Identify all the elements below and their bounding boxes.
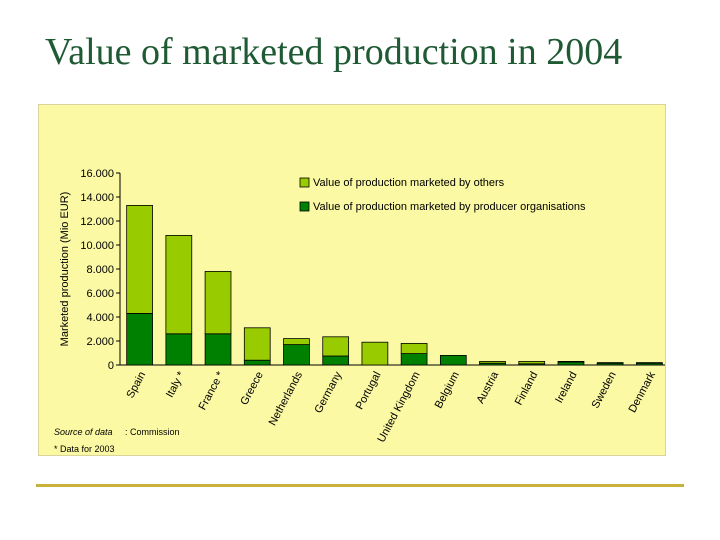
source-label: Source of data [54,427,113,437]
x-category-label: Spain [124,370,148,400]
bar-producer-organisations [439,354,467,366]
bar-others [557,360,585,363]
y-tick-label: 4.000 [86,312,114,324]
x-category-label: Denmark [626,369,658,414]
x-category-label: Finland [513,370,541,407]
x-category-label: France * [197,369,227,412]
bar-producer-organisations [204,333,232,366]
bar-others [636,362,663,364]
x-category-label: Austria [475,369,502,406]
bar-others [518,360,546,365]
bar-producer-organisations [283,344,310,366]
legend-label: Value of production marketed by others [313,177,505,189]
footer-divider [36,484,684,487]
source-value: : Commission [125,427,180,437]
y-tick-label: 16.000 [80,168,114,180]
x-category-label: United Kingdom [375,370,422,445]
bar-producer-organisations [400,353,428,366]
y-tick-label: 10.000 [80,240,114,252]
legend-swatch [299,201,310,212]
y-tick-label: 6.000 [86,288,114,300]
bar-others [126,205,153,314]
bar-producer-organisations [126,312,153,366]
x-category-label: Italy * [164,369,188,400]
marketed-production-chart: 0 2.000 4.000 6.000 8.000 10.000 12.000 14.000 1… [54,168,665,454]
y-tick-label: 14.000 [80,192,114,204]
x-category-label: Belgium [433,370,462,411]
footnote: * Data for 2003 [54,444,115,454]
x-category-label: Sweden [590,370,619,411]
legend-swatch [299,177,310,188]
y-tick-label: 2.000 [86,336,114,348]
bar-others [361,341,389,366]
bar-others [322,336,350,357]
bar-others [243,327,271,361]
chart-panel: 0 2.000 4.000 6.000 8.000 10.000 12.000 14.000 1… [38,104,666,456]
x-category-label: Netherlands [267,369,306,427]
legend-label: Value of production marketed by producer… [313,201,586,213]
bar-others [204,270,232,335]
y-axis-title: Marketed production (Mio EUR) [59,192,71,347]
bar-producer-organisations [557,361,585,366]
bar-others [400,342,428,354]
bar-others [283,338,310,346]
y-tick-label: 12.000 [80,216,114,228]
bar-producer-organisations [243,359,271,366]
bar-producer-organisations [165,333,193,366]
y-tick-label: 0 [108,360,114,372]
y-tick-label: 8.000 [86,264,114,276]
bar-others [479,360,506,364]
bar-producer-organisations [322,355,350,366]
bar-others [165,234,193,335]
x-category-label: Ireland [553,370,579,405]
x-category-label: Germany [312,369,344,415]
slide-title: Value of marketed production in 2004 [45,31,623,73]
x-category-label: Portugal [354,370,384,412]
x-category-label: Greece [238,370,266,407]
bar-others [596,362,624,364]
